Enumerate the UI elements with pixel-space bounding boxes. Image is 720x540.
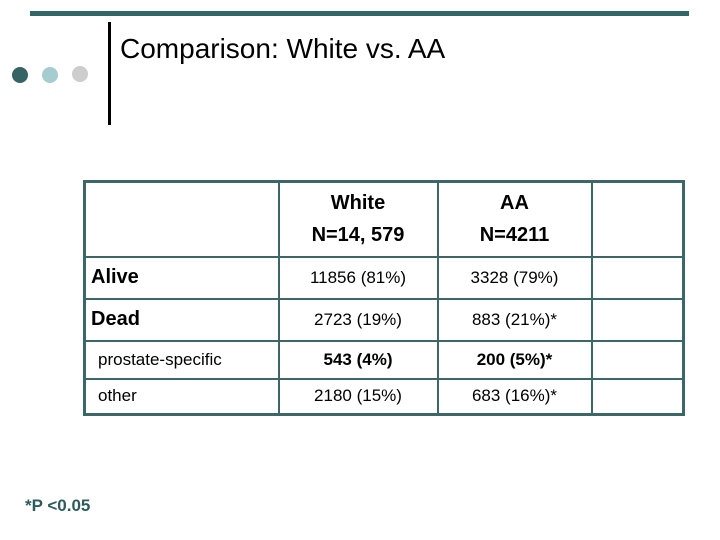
row-label: prostate-specific xyxy=(83,339,280,380)
title-accent-line xyxy=(108,22,111,125)
significance-footnote: *P <0.05 xyxy=(25,496,91,515)
cell-white: 11856 (81%) xyxy=(277,255,439,300)
header-white-line1: White xyxy=(330,192,386,215)
cell-aa: 200 (5%)* xyxy=(436,339,593,380)
header-aa-line1: AA xyxy=(500,192,529,215)
empty-column-cell xyxy=(590,180,685,258)
empty-column-cell xyxy=(590,297,685,342)
cell-aa: 683 (16%)* xyxy=(436,377,593,416)
table-header-white: White N=14, 579 xyxy=(277,180,439,258)
table-row-other: other 2180 (15%) 683 (16%)* xyxy=(83,377,685,416)
empty-column-cell xyxy=(590,255,685,300)
header-white-line2: N=14, 579 xyxy=(311,224,405,247)
cell-white: 543 (4%) xyxy=(277,339,439,380)
cell-white: 2723 (19%) xyxy=(277,297,439,342)
slide-title: Comparison: White vs. AA xyxy=(120,33,446,64)
empty-column-cell xyxy=(590,377,685,416)
decor-dot-gray-icon xyxy=(72,66,88,82)
empty-column-cell xyxy=(590,339,685,380)
top-accent-bar xyxy=(30,11,689,16)
header-aa-line2: N=4211 xyxy=(479,224,550,247)
cell-aa: 883 (21%)* xyxy=(436,297,593,342)
comparison-table: White N=14, 579 AA N=4211 Alive 11856 (8… xyxy=(83,180,685,416)
table-header-aa: AA N=4211 xyxy=(436,180,593,258)
table-row-dead: Dead 2723 (19%) 883 (21%)* xyxy=(83,297,685,342)
row-label: Dead xyxy=(83,297,280,342)
decor-dot-dark-icon xyxy=(12,67,28,83)
row-label: Alive xyxy=(83,255,280,300)
table-row-prostate-specific: prostate-specific 543 (4%) 200 (5%)* xyxy=(83,339,685,380)
row-label: other xyxy=(83,377,280,416)
cell-white: 2180 (15%) xyxy=(277,377,439,416)
table-header-row: White N=14, 579 AA N=4211 xyxy=(83,180,685,258)
decor-dot-light-icon xyxy=(42,67,58,83)
cell-aa: 3328 (79%) xyxy=(436,255,593,300)
table-corner-cell xyxy=(83,180,280,258)
table-row-alive: Alive 11856 (81%) 3328 (79%) xyxy=(83,255,685,300)
